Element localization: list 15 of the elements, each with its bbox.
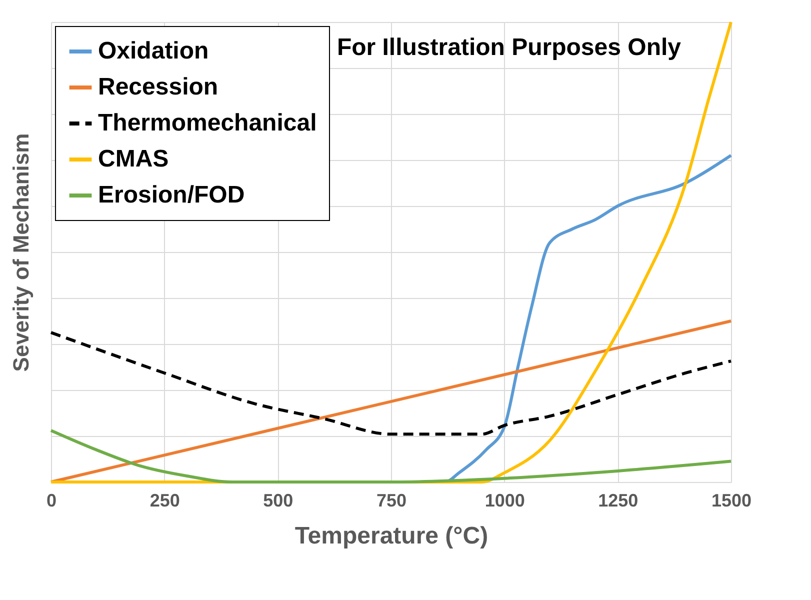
x-tick-label: 500: [263, 490, 294, 510]
x-tick-label: 1250: [598, 490, 638, 510]
x-tick-label: 1000: [484, 490, 525, 510]
legend-label: Thermomechanical: [98, 110, 317, 136]
y-axis-title: Severity of Mechanism: [8, 133, 34, 372]
legend-label: Recession: [98, 74, 218, 100]
x-tick-label: 250: [150, 490, 180, 510]
legend-label: Erosion/FOD: [98, 182, 245, 208]
legend-label: CMAS: [98, 146, 169, 172]
x-tick-label: 750: [376, 490, 407, 510]
x-axis-title: Temperature (°C): [294, 522, 488, 550]
legend-label: Oxidation: [98, 38, 209, 64]
x-tick-label: 1500: [711, 490, 752, 510]
annotation: For Illustration Purposes Only: [336, 34, 682, 61]
x-tick-label: 0: [46, 490, 57, 510]
